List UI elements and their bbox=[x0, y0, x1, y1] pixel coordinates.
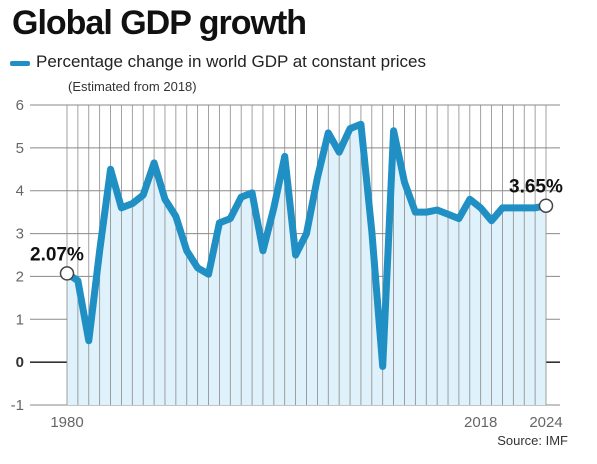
y-tick-label: 3 bbox=[16, 226, 24, 243]
chart-subtitle: (Estimated from 2018) bbox=[68, 79, 197, 94]
x-tick-label: 2024 bbox=[529, 414, 562, 431]
legend-swatch bbox=[10, 61, 30, 66]
legend-entry: Percentage change in world GDP at consta… bbox=[10, 52, 426, 72]
x-axis-ticks: 1980 2018 2024 bbox=[50, 414, 562, 431]
chart-title: Global GDP growth bbox=[12, 4, 307, 42]
y-tick-label: 2 bbox=[16, 268, 24, 285]
x-tick-label: 2018 bbox=[464, 414, 497, 431]
annotation-marker bbox=[538, 198, 554, 213]
series-line-path bbox=[63, 120, 550, 370]
series-line bbox=[63, 120, 550, 370]
y-tick-label: 6 bbox=[16, 97, 24, 114]
annotation-label: 2.07% bbox=[30, 244, 84, 265]
y-tick-label: 0 bbox=[16, 354, 24, 371]
annotations: 2.07% 3.65% bbox=[30, 177, 563, 281]
y-tick-label: -1 bbox=[11, 397, 24, 414]
y-tick-label: 1 bbox=[16, 311, 24, 328]
source-note: Source: IMF bbox=[497, 433, 568, 448]
y-tick-label: 4 bbox=[16, 183, 24, 200]
annotation-marker bbox=[59, 266, 75, 281]
annotation-label: 3.65% bbox=[509, 177, 563, 198]
y-tick-label: 5 bbox=[16, 140, 24, 157]
legend-label: Percentage change in world GDP at consta… bbox=[36, 52, 426, 71]
x-tick-label: 1980 bbox=[50, 414, 83, 431]
y-axis-ticks: -1 0 1 2 3 4 5 6 bbox=[11, 97, 24, 414]
